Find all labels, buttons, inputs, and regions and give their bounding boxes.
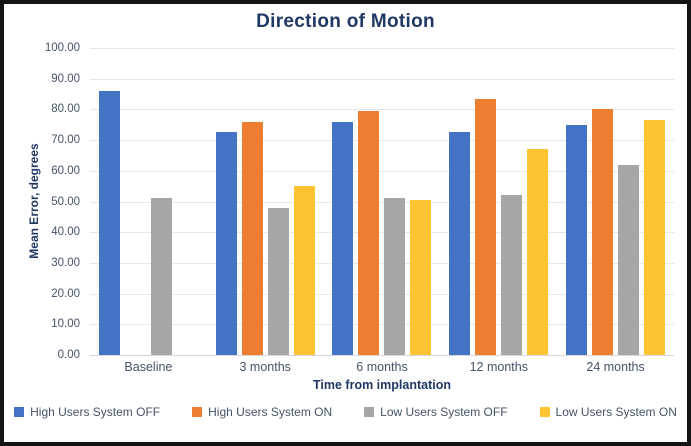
legend-swatch-icon <box>192 407 203 417</box>
gridline <box>90 78 674 80</box>
bar <box>215 132 237 355</box>
gridline <box>90 232 674 234</box>
bar <box>592 109 614 355</box>
bar <box>410 199 432 355</box>
y-tick-label: 50.00 <box>51 195 80 208</box>
bar-group <box>324 48 441 355</box>
plot-area <box>90 48 674 356</box>
bar-group <box>557 48 674 355</box>
legend-swatch-icon <box>364 407 375 417</box>
bar <box>527 149 549 355</box>
bar <box>332 121 354 355</box>
x-tick-label: 24 months <box>586 360 645 374</box>
bar <box>241 121 263 355</box>
y-tick-label: 90.00 <box>51 72 80 85</box>
legend-item: Low Users System ON <box>539 405 677 419</box>
legend-item: High Users System ON <box>192 405 332 419</box>
x-tick-label: 6 months <box>356 360 408 374</box>
bar <box>358 110 380 355</box>
bar-group <box>440 48 557 355</box>
legend-item: Low Users System OFF <box>364 405 508 419</box>
bar <box>150 198 172 355</box>
x-tick-label: 12 months <box>469 360 528 374</box>
legend: High Users System OFF High Users System O… <box>12 405 679 419</box>
y-tick-label: 0.00 <box>57 349 80 361</box>
y-tick-label: 100.00 <box>44 42 80 54</box>
legend-swatch-icon <box>539 407 550 417</box>
legend-label: Low Users System ON <box>555 405 677 419</box>
y-tick-label: 10.00 <box>51 318 80 331</box>
x-tick-label: 3 months <box>239 360 291 374</box>
y-tick-label: 30.00 <box>51 256 80 269</box>
gridline <box>90 324 674 326</box>
x-axis-tick-labels: Baseline 3 months 6 months 12 months 24 mont… <box>90 360 674 374</box>
chart-title: Direction of Motion <box>256 11 435 32</box>
bar <box>618 164 640 355</box>
gridline <box>90 201 674 203</box>
legend-item: High Users System OFF <box>14 405 160 419</box>
x-tick-label: Baseline <box>124 360 173 374</box>
legend-label: Low Users System OFF <box>380 405 508 419</box>
bar-group <box>207 48 324 355</box>
y-tick-label: 70.00 <box>51 134 80 147</box>
y-tick-label: 20.00 <box>51 287 80 300</box>
bar <box>501 195 523 355</box>
legend-label: High Users System OFF <box>30 405 161 419</box>
bar <box>475 98 497 355</box>
y-tick-label: 80.00 <box>51 103 80 116</box>
x-axis-title: Time from implantation <box>313 378 451 392</box>
bar <box>384 198 406 355</box>
y-tick-label: 40.00 <box>51 226 80 239</box>
gridline <box>90 48 674 49</box>
gridline <box>90 293 674 295</box>
gridline <box>90 140 674 142</box>
bar <box>293 186 315 355</box>
y-axis-tick-labels: 100.00 90.00 80.00 70.00 60.00 50.00 40.00 30.0… <box>4 42 83 361</box>
legend-label: High Users System ON <box>208 405 333 419</box>
gridline <box>90 109 674 111</box>
bar <box>644 120 666 355</box>
gridline <box>90 262 674 264</box>
bar <box>449 132 471 355</box>
y-tick-label: 60.00 <box>51 164 80 177</box>
bar-group <box>90 48 207 355</box>
legend-swatch-icon <box>14 407 25 417</box>
bar-groups <box>90 48 674 355</box>
x-axis-line <box>90 355 674 356</box>
bar <box>98 90 120 355</box>
bar <box>267 207 289 355</box>
bar <box>566 124 588 355</box>
gridline <box>90 170 674 172</box>
